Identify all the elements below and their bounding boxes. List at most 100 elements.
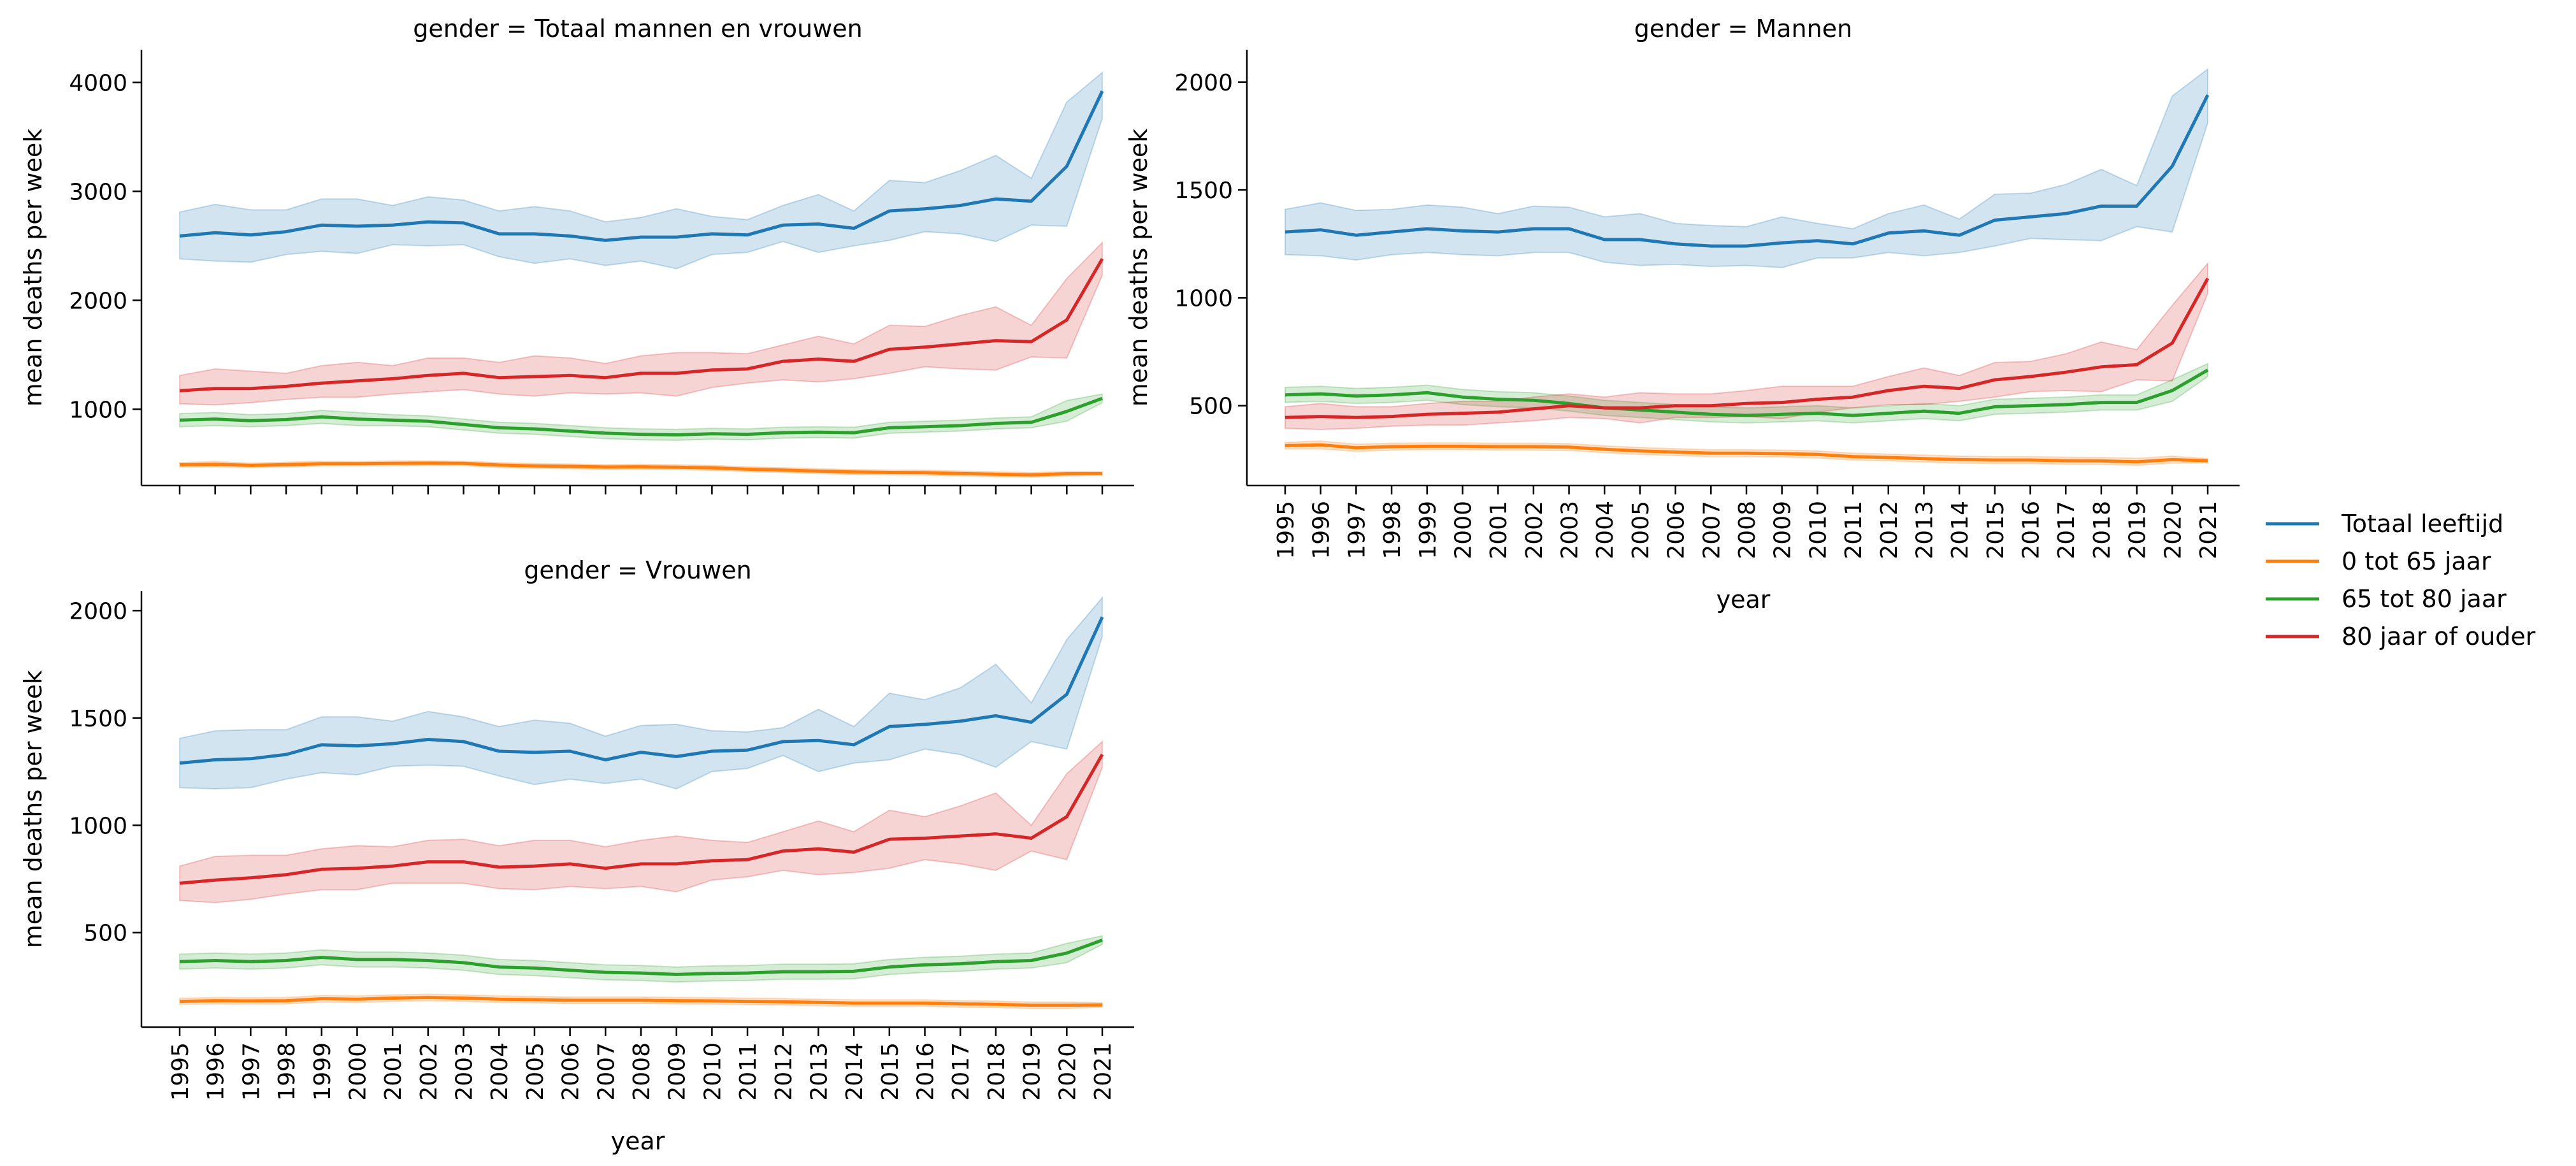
x-tick-label: 2013 (806, 1042, 832, 1101)
x-tick-label: 2004 (1592, 501, 1618, 559)
series-line-3 (179, 258, 1104, 392)
x-tick-label: 2011 (1841, 501, 1867, 559)
x-tick-label: 2001 (1486, 501, 1512, 559)
x-axis-label: year (611, 1127, 665, 1155)
confidence-band-3 (179, 740, 1103, 903)
series-line-3 (1284, 277, 2210, 419)
x-tick-label: 2011 (735, 1042, 761, 1101)
x-tick-label: 2015 (1983, 501, 2009, 559)
x-tick-label: 2021 (2196, 501, 2222, 559)
y-tick-label: 2000 (69, 288, 127, 314)
x-tick-label: 2000 (1450, 501, 1476, 559)
x-tick-label: 2017 (2054, 501, 2080, 559)
y-tick-label: 1500 (69, 706, 127, 732)
x-tick-label: 2002 (1522, 501, 1548, 559)
x-tick-label: 2004 (487, 1042, 513, 1101)
x-tick-label: 2009 (665, 1042, 691, 1101)
x-tick-label: 2016 (2018, 501, 2045, 559)
x-tick-label: 2005 (1628, 501, 1654, 559)
confidence-band-0 (179, 596, 1103, 790)
x-tick-label: 2008 (629, 1042, 655, 1101)
x-tick-label: 2018 (984, 1042, 1010, 1101)
y-tick-label: 2000 (69, 598, 127, 624)
x-tick-label: 2006 (558, 1042, 584, 1101)
x-tick-label: 2019 (1019, 1042, 1046, 1101)
series-line-0 (179, 90, 1104, 242)
legend-entry: 80 jaar of ouder (2266, 623, 2536, 651)
x-tick-label: 2018 (2089, 501, 2115, 559)
x-tick-label: 2006 (1664, 501, 1690, 559)
series-line-2 (179, 939, 1103, 976)
series-line-1 (179, 996, 1103, 1007)
legend: Totaal leeftijd 0 tot 65 jaar 65 tot 80 ja… (2266, 510, 2536, 651)
y-axis-label: mean deaths per week (1125, 129, 1153, 407)
x-tick-label: 2005 (522, 1042, 549, 1101)
x-tick-label: 2014 (842, 1042, 868, 1101)
confidence-band-3 (179, 241, 1103, 406)
x-tick-label: 2020 (1054, 1042, 1081, 1101)
series-line-1 (179, 461, 1103, 477)
y-tick-label: 2000 (1174, 70, 1233, 96)
confidence-band-0 (179, 71, 1103, 270)
x-tick-label: 2012 (771, 1042, 797, 1101)
x-tick-label: 2013 (1911, 501, 1938, 559)
x-tick-label: 2009 (1770, 501, 1796, 559)
legend-label: 65 tot 80 jaar (2342, 585, 2507, 613)
x-tick-label: 1996 (1309, 501, 1335, 559)
y-axis-label: mean deaths per week (19, 129, 47, 407)
x-tick-label: 2015 (877, 1042, 903, 1101)
y-tick-label: 500 (83, 921, 127, 947)
y-tick-label: 1000 (1174, 285, 1233, 312)
y-tick-label: 4000 (69, 70, 127, 96)
x-tick-label: 2012 (1876, 501, 1903, 559)
chart-panels: gender = Totaal mannen en vrouwen 1000 200… (19, 15, 2240, 1155)
y-tick-label: 1000 (69, 397, 127, 423)
x-tick-label: 2001 (380, 1042, 407, 1101)
series-line-1 (1284, 443, 2208, 464)
y-tick-label: 1000 (69, 813, 127, 839)
y-tick-label: 500 (1189, 394, 1233, 420)
x-tick-label: 2020 (2160, 501, 2186, 559)
x-tick-label: 2002 (416, 1042, 442, 1101)
confidence-band-2 (1284, 363, 2208, 424)
x-tick-label: 2016 (913, 1042, 939, 1101)
y-tick-label: 3000 (69, 179, 127, 205)
x-axis-label: year (1716, 586, 1771, 614)
x-tick-label: 2007 (593, 1042, 619, 1101)
legend-entry: Totaal leeftijd (2266, 510, 2503, 538)
x-tick-label: 1997 (238, 1042, 264, 1101)
series-line-0 (1284, 94, 2210, 248)
x-tick-label: 1996 (203, 1042, 229, 1101)
x-tick-label: 2003 (452, 1042, 478, 1101)
x-tick-label: 2021 (1090, 1042, 1116, 1101)
series-line-2 (1284, 368, 2209, 417)
x-tick-label: 2007 (1699, 501, 1725, 559)
x-tick-label: 1998 (1379, 501, 1406, 559)
legend-entry: 0 tot 65 jaar (2266, 547, 2491, 575)
x-tick-label: 2017 (948, 1042, 974, 1101)
x-tick-label: 2003 (1557, 501, 1583, 559)
y-tick-label: 1500 (1174, 178, 1233, 204)
panel-title: gender = Vrouwen (524, 556, 751, 584)
x-tick-label: 1997 (1344, 501, 1370, 559)
x-tick-label: 1998 (274, 1042, 300, 1101)
confidence-band-0 (1284, 68, 2208, 269)
legend-entry: 65 tot 80 jaar (2266, 585, 2507, 613)
legend-label: Totaal leeftijd (2341, 510, 2503, 538)
series-line-2 (179, 396, 1103, 436)
x-tick-label: 1995 (168, 1042, 194, 1101)
panel-2: gender = Mannen 500 1000 1500 2000 1995 1996 19… (1125, 15, 2240, 614)
x-tick-label: 2010 (700, 1042, 726, 1101)
legend-label: 0 tot 65 jaar (2342, 547, 2491, 575)
x-tick-label: 2019 (2125, 501, 2151, 559)
panel-title: gender = Mannen (1634, 15, 1852, 43)
confidence-band-3 (1284, 261, 2208, 431)
x-tick-label: 1999 (310, 1042, 336, 1101)
x-tick-label: 2010 (1805, 501, 1831, 559)
panel-title: gender = Totaal mannen en vrouwen (413, 15, 863, 43)
x-tick-label: 1995 (1273, 501, 1299, 559)
x-tick-label: 2000 (345, 1042, 371, 1101)
series-line-3 (179, 753, 1104, 885)
x-tick-label: 2014 (1947, 501, 1973, 559)
